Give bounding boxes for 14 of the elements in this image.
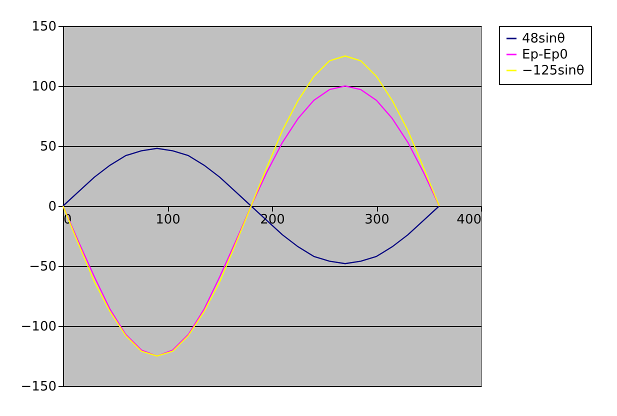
- y-tick-label: 150: [32, 20, 56, 34]
- x-tick-label: 300: [364, 212, 390, 228]
- y-tick-label: −150: [20, 380, 56, 394]
- y-tick-label: −100: [20, 320, 56, 334]
- x-tick-label: 400: [456, 212, 482, 228]
- legend-label: 48sinθ: [522, 32, 566, 46]
- line-series: [62, 148, 440, 264]
- legend-label: Ep-Ep0: [522, 48, 568, 62]
- y-tick-label: 0: [48, 200, 56, 214]
- y-tick-label: 50: [40, 140, 56, 154]
- y-tick-label: −50: [29, 260, 56, 274]
- x-tick-label: 100: [156, 212, 180, 228]
- y-tick-label: 100: [32, 80, 56, 94]
- legend-label: −125sinθ: [522, 64, 584, 78]
